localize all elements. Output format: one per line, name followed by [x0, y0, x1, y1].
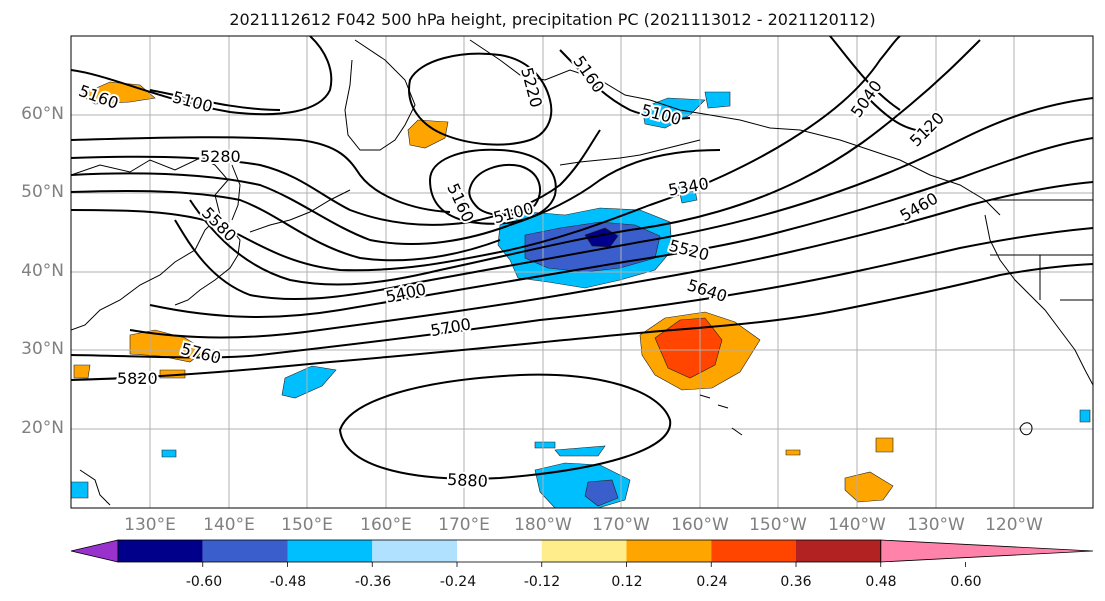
contour-5640 — [149, 137, 1093, 318]
negative-anomaly-patch — [71, 481, 89, 499]
lon-label: 120°W — [985, 515, 1043, 535]
positive-anomaly-patch — [129, 329, 206, 363]
colorbar-extend-max — [880, 539, 1094, 563]
contour-label: 5820 — [117, 369, 158, 388]
positive-anomaly-patch — [654, 317, 723, 379]
kuril-islands — [249, 189, 351, 233]
colorbar-tick-label: 0.60 — [950, 574, 982, 590]
alaska-coastline — [469, 39, 1001, 216]
colorbar-tick-label: 0.12 — [611, 574, 643, 590]
colorbar-tick-label: 0.36 — [780, 574, 812, 590]
aleutian-islands — [559, 139, 701, 166]
contour-5340 — [71, 149, 721, 245]
hawaii-islands — [699, 394, 743, 436]
lon-label: 140°E — [203, 515, 255, 535]
positive-anomaly-patch — [785, 449, 801, 456]
contour-5120 — [869, 99, 936, 132]
lon-label: 130°E — [124, 515, 176, 535]
colorbar-segment — [541, 540, 627, 562]
colorbar-extend-min — [70, 539, 119, 563]
positive-anomaly-patch — [73, 364, 91, 379]
lon-label: 170°W — [592, 515, 650, 535]
kamchatka-coastline — [344, 39, 416, 151]
japan-coastline — [174, 224, 241, 306]
colorbar-frame — [117, 539, 882, 563]
philippines-coastline — [79, 469, 111, 506]
precip-shading — [71, 81, 1091, 508]
contour-5160 — [428, 148, 557, 225]
height-contours — [71, 36, 1093, 480]
negative-anomaly-patch — [704, 91, 731, 109]
lon-label: 170°E — [438, 515, 490, 535]
contour-5820 — [71, 263, 1093, 381]
contour-5220-north — [408, 52, 553, 146]
lon-label: 180°W — [514, 515, 572, 535]
lat-label: 30°N — [21, 339, 64, 359]
lat-label: 20°N — [21, 418, 64, 438]
colorbar-segment — [118, 540, 203, 562]
negative-anomaly-patch — [584, 479, 619, 507]
map-title: 2021112612 F042 500 hPa height, precipit… — [229, 10, 876, 29]
map-frame — [70, 35, 1094, 509]
contour-5100 — [468, 164, 541, 217]
contour-5400 — [71, 189, 501, 262]
lon-label: 160°E — [360, 515, 412, 535]
colorbar — [70, 539, 1094, 567]
contour-5040 — [829, 36, 901, 111]
colorbar-segment — [372, 540, 457, 562]
negative-anomaly-patch — [281, 365, 337, 399]
negative-anomaly-patch — [1079, 409, 1091, 423]
contour-5160-north — [71, 36, 333, 116]
contour-5280 — [71, 129, 601, 226]
island-outline — [1019, 422, 1033, 436]
lat-label: 50°N — [21, 182, 64, 202]
contour-5760 — [71, 227, 1093, 359]
lat-label: 40°N — [21, 261, 64, 281]
contour-5700 — [129, 181, 1093, 339]
asia-coastline — [71, 157, 229, 331]
colorbar-tick-label: -0.48 — [269, 574, 307, 590]
colorbar-tick-label: -0.24 — [439, 574, 477, 590]
lon-label: 150°W — [749, 515, 807, 535]
sakhalin-coastline — [231, 164, 241, 221]
colorbar-tick-label: -0.60 — [185, 574, 223, 590]
contour-label: 5880 — [447, 470, 489, 491]
colorbar-segment — [202, 540, 288, 562]
map-area: 5160 5100 5220 5160 5040 5100 5120 5280 … — [71, 36, 1093, 508]
colorbar-segment — [457, 540, 542, 562]
lon-label: 150°E — [281, 515, 333, 535]
contour-label: 5280 — [200, 147, 241, 166]
colorbar-segment — [626, 540, 712, 562]
north-america-borders — [990, 199, 1093, 301]
colorbar-segment — [711, 540, 796, 562]
negative-anomaly-patch — [554, 445, 606, 457]
contour-5100-north — [149, 89, 281, 111]
lat-label: 60°N — [21, 104, 64, 124]
negative-anomaly-patch — [534, 441, 556, 449]
colorbar-tick-label: 0.48 — [865, 574, 897, 590]
coastlines — [71, 39, 1093, 506]
lon-label: 130°W — [907, 515, 965, 535]
colorbar-tick-label: 0.24 — [696, 574, 728, 590]
negative-anomaly-patch — [161, 449, 177, 458]
lon-label: 160°W — [671, 515, 729, 535]
colorbar-segment — [287, 540, 373, 562]
contour-5460 — [71, 36, 901, 272]
contour-5880 — [338, 373, 672, 480]
colorbar-tick-label: -0.36 — [354, 574, 392, 590]
positive-anomaly-patch — [407, 119, 449, 149]
colorbar-tick-label: -0.12 — [523, 574, 561, 590]
north-america-coastline — [984, 214, 1093, 386]
lon-label: 140°W — [828, 515, 886, 535]
contour-5160-northeast — [559, 49, 691, 120]
contour-5580 — [174, 97, 1093, 301]
positive-anomaly-patch — [875, 437, 894, 453]
contour-5520 — [189, 39, 981, 286]
contour-5220 — [71, 136, 451, 213]
colorbar-segment — [796, 540, 881, 562]
